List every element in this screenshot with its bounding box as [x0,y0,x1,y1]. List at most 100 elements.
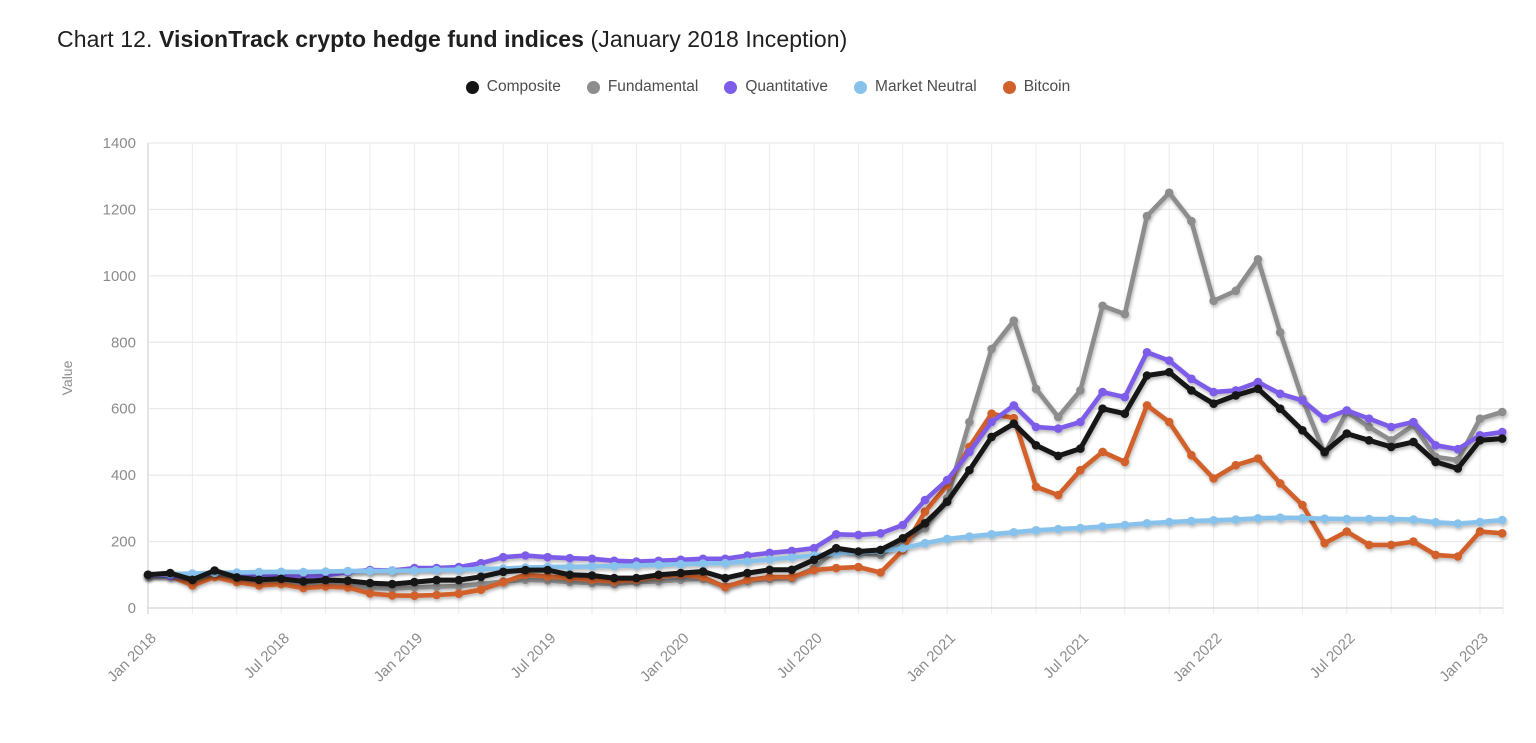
data-point [1209,296,1218,306]
data-point [720,558,730,568]
y-tick-label: 400 [111,467,136,484]
data-point [632,561,641,570]
vertical-gridlines [147,143,1504,614]
legend-item-composite: Composite [465,78,561,96]
data-point [987,417,996,427]
data-point [365,566,375,576]
data-point [1253,254,1263,264]
data-point [787,546,797,556]
data-point [1120,409,1130,419]
data-point [299,567,308,577]
data-point [1053,424,1063,433]
data-point [1409,515,1418,524]
data-point [876,568,885,577]
data-point [299,583,308,593]
y-tick-label: 1400 [103,135,136,152]
data-point [1386,540,1396,550]
data-point [965,447,974,457]
data-point [343,583,353,592]
data-point [1431,441,1440,450]
y-tick-label: 1000 [103,268,136,285]
data-point [854,547,863,556]
data-point [809,543,819,553]
data-point [1409,417,1418,427]
data-point [565,553,575,563]
data-point [1053,490,1063,500]
data-point [498,552,508,562]
data-point [876,545,885,555]
data-point [1076,465,1085,475]
data-point [1053,451,1063,461]
data-point [1031,384,1041,394]
data-point [920,519,930,528]
data-point [1009,419,1019,429]
data-point [1275,404,1285,414]
data-point [1231,515,1241,524]
data-point [765,565,774,575]
data-point [365,589,375,598]
data-point [410,591,419,600]
data-point [654,570,663,580]
data-point [1364,540,1374,550]
y-tick-label: 200 [111,534,136,551]
data-point [1009,316,1019,326]
data-point [1031,482,1041,492]
data-point [1209,387,1218,397]
data-point [743,557,752,566]
data-point [942,497,952,507]
data-point [432,575,441,585]
data-point [831,543,841,553]
series-line-bitcoin [145,403,1505,599]
data-point [965,532,974,541]
series-line-fundamental [145,190,1505,592]
data-point [965,465,974,475]
data-point [1475,517,1485,527]
data-point [1187,216,1196,226]
data-point [1409,537,1418,546]
data-point [321,575,330,585]
legend-dot-quantitative [724,80,738,94]
data-point [609,573,619,583]
chart-title-suffix: (January 2018 Inception) [584,26,848,52]
data-point [343,576,353,586]
data-point [987,409,996,419]
data-point [1031,422,1041,432]
data-point [1209,399,1218,409]
x-tick-label: Jul 2020 [774,630,826,682]
data-point [1076,444,1085,453]
data-point [1009,401,1019,410]
series-line-composite [145,369,1505,587]
data-point [321,567,330,576]
data-point [1342,527,1352,536]
data-point [720,573,730,583]
data-point [1209,474,1218,483]
data-point [1098,447,1107,457]
data-point [1187,516,1196,526]
data-point [410,577,419,587]
data-point [587,554,597,564]
data-point [454,565,464,575]
data-point [1120,457,1130,467]
data-point [1475,414,1485,424]
data-point [920,538,930,548]
data-point [1497,515,1507,525]
data-point [1342,406,1352,415]
legend-item-market-neutral: Market Neutral [854,78,977,96]
data-point [498,577,508,587]
data-point [609,561,619,571]
data-point [676,568,686,578]
legend-dot-bitcoin [1002,80,1016,94]
data-point [743,551,752,560]
data-point [476,572,486,582]
data-point [1098,301,1107,311]
data-point [987,344,996,354]
legend-label: Composite [486,78,561,95]
data-point [1342,429,1352,438]
data-point [942,534,952,544]
data-point [1320,414,1329,424]
series-line-market-neutral [145,515,1505,578]
x-tick-label: Jan 2018 [104,630,160,686]
x-tick-label: Jan 2021 [903,630,959,686]
data-point [1386,442,1396,452]
